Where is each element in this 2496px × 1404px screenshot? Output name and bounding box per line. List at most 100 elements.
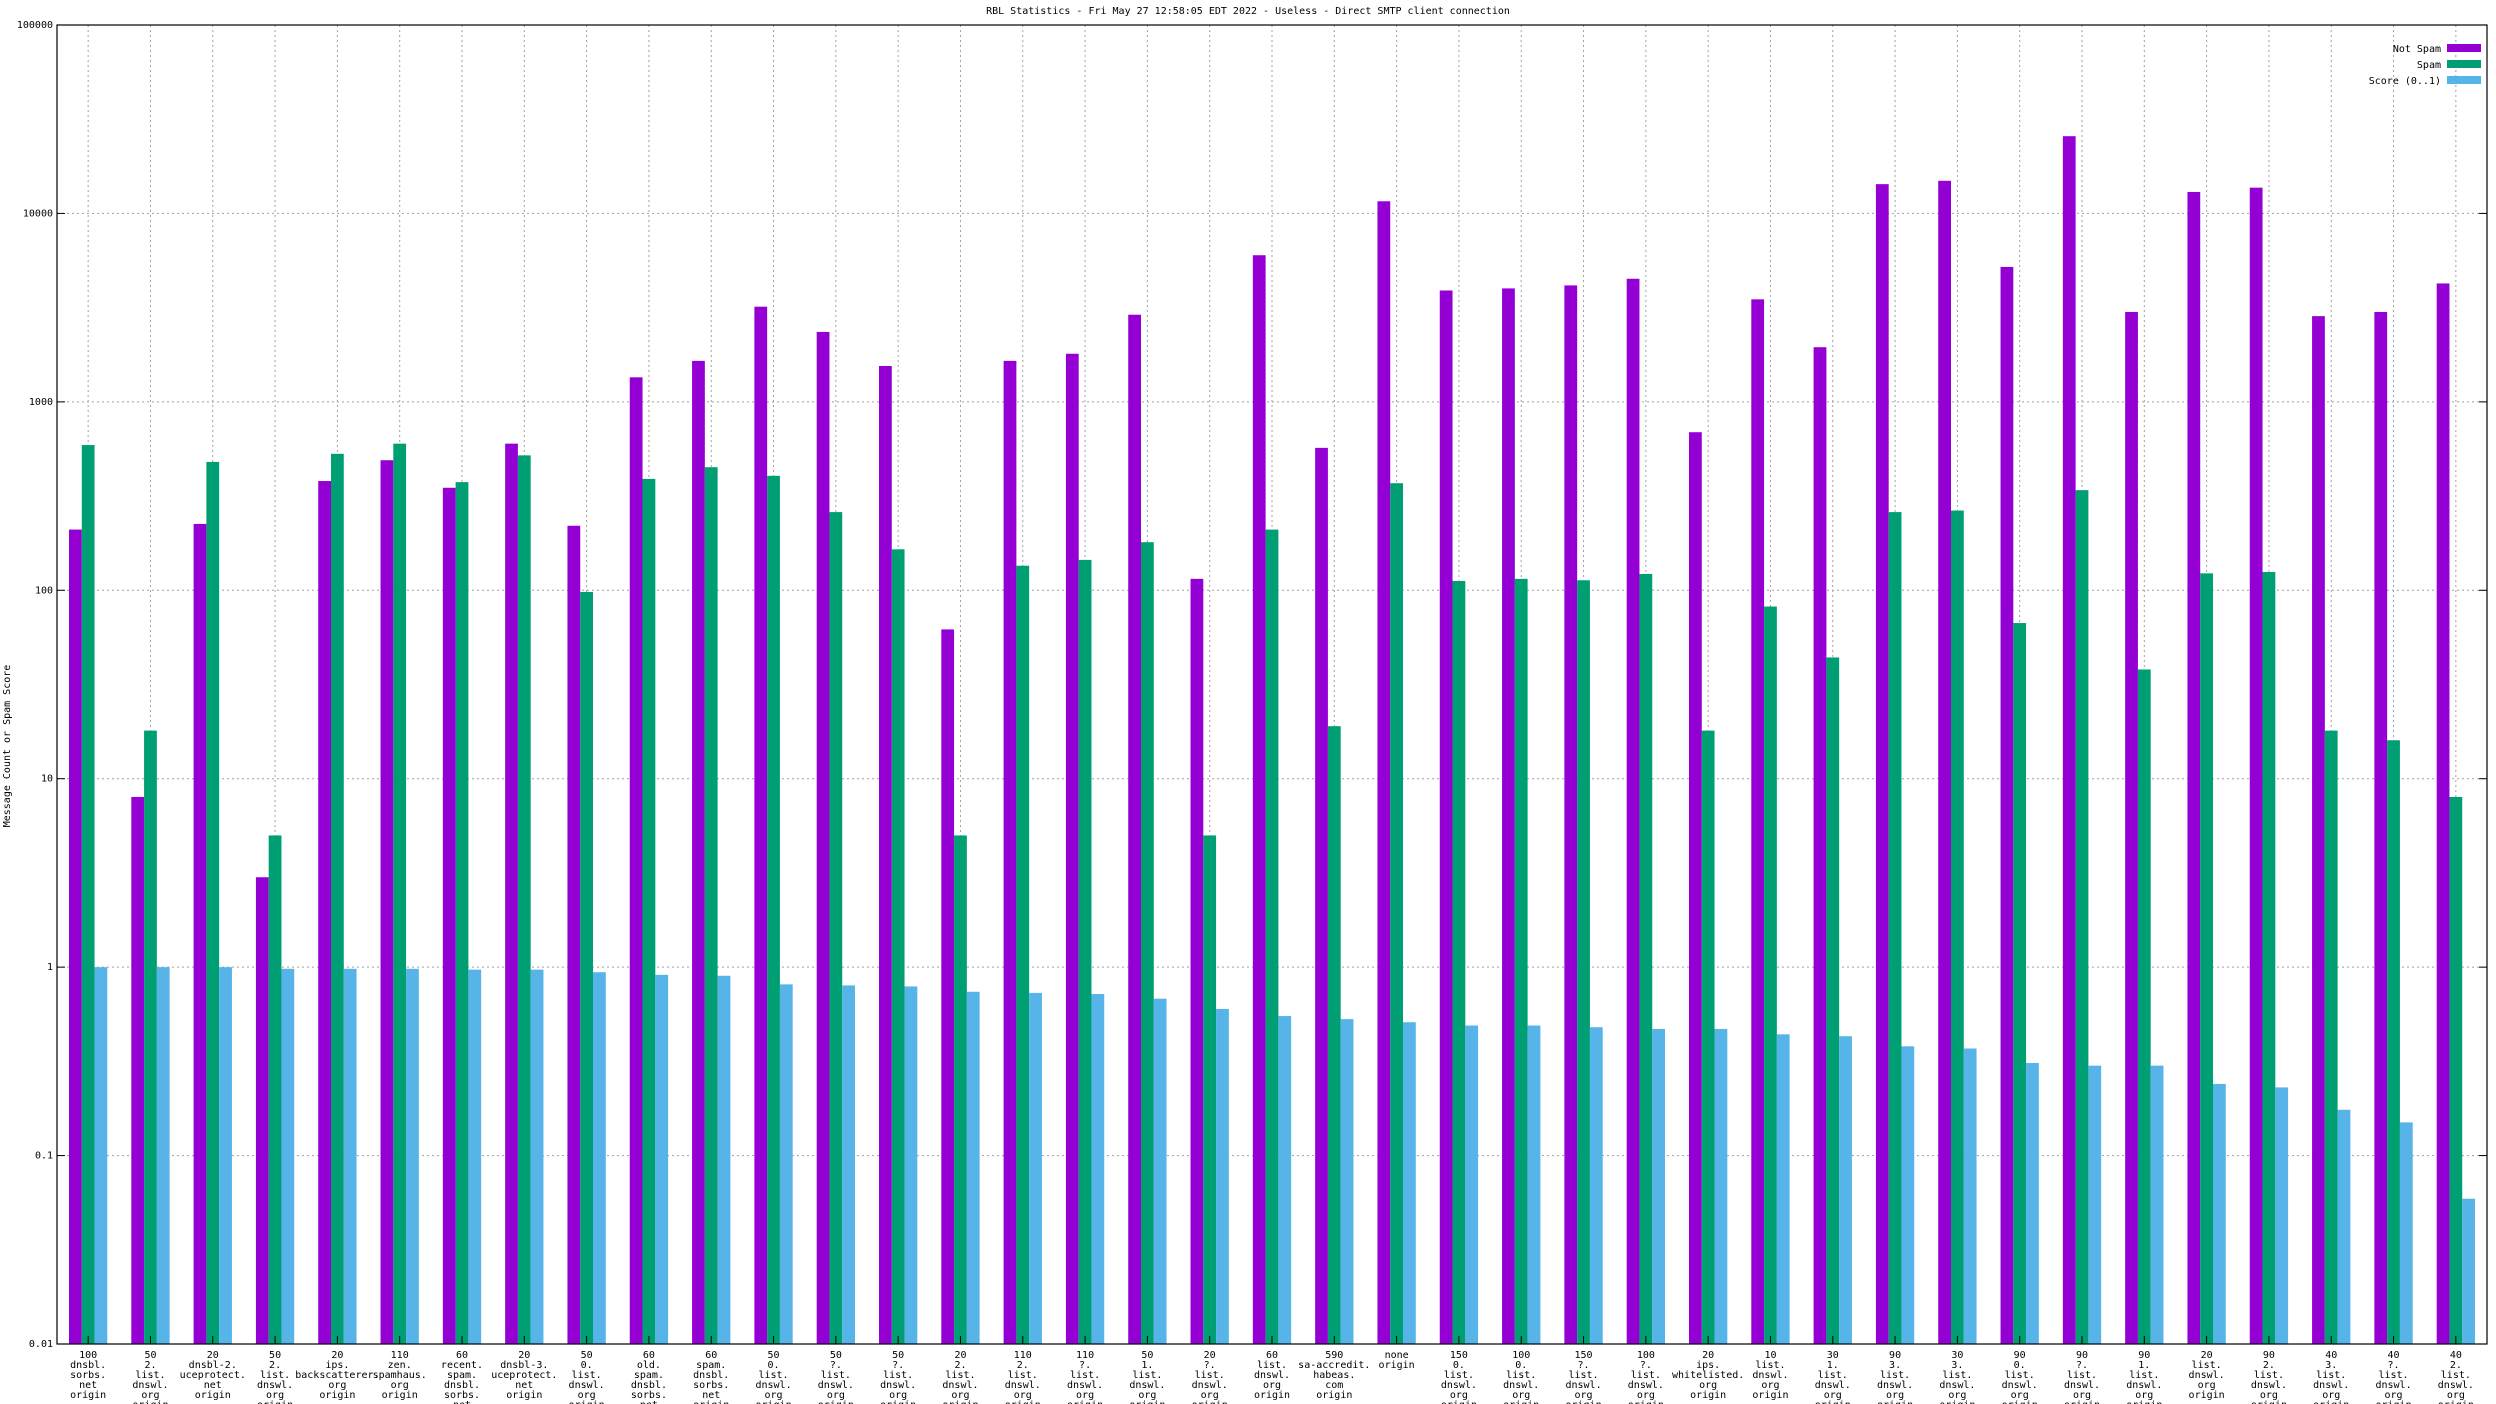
bar (1340, 1019, 1354, 1344)
bar (1751, 299, 1765, 1345)
bar (281, 968, 295, 1344)
bar (2387, 740, 2400, 1344)
bar (754, 306, 768, 1344)
bar (131, 796, 145, 1344)
x-tick-label: 100 dnsbl. sorbs. net origin (70, 1350, 106, 1401)
x-axis-ticks: 100 dnsbl. sorbs. net origin 50 2. list. dnswl. o… (70, 1336, 2474, 1404)
bar (1564, 285, 1578, 1345)
bar (1278, 1016, 1292, 1344)
bar (1390, 483, 1404, 1344)
bar (816, 331, 830, 1344)
bar (2312, 316, 2325, 1344)
bar (1639, 574, 1653, 1344)
bar (1091, 994, 1105, 1344)
bar (2125, 311, 2138, 1344)
bar (380, 460, 394, 1345)
y-tick-label: 10 (41, 774, 53, 785)
bar (1327, 726, 1341, 1344)
bar (1714, 1028, 1728, 1344)
bar (1128, 314, 1141, 1344)
bar (2262, 572, 2276, 1344)
legend-swatch (2447, 44, 2481, 52)
bar (954, 835, 967, 1344)
legend-label: Not Spam (2393, 44, 2441, 55)
bar (2213, 1083, 2226, 1344)
x-tick-label: none origin (1379, 1350, 1415, 1371)
bar (842, 985, 856, 1344)
bar (878, 365, 892, 1344)
plot-frame (56, 24, 2488, 1345)
bar (2374, 311, 2388, 1344)
y-axis-label: Message Count or Spam Score (2, 665, 13, 828)
bar (1216, 1008, 1229, 1344)
bar (2399, 1122, 2413, 1344)
bar (517, 455, 531, 1344)
bar (829, 512, 843, 1344)
bar (2436, 283, 2450, 1345)
bar (2026, 1062, 2039, 1344)
bar (2000, 266, 2014, 1344)
bar (330, 453, 344, 1345)
bar (1514, 578, 1528, 1344)
bar (1403, 1022, 1416, 1344)
bar (1029, 992, 1042, 1344)
bar (1652, 1028, 1666, 1344)
bars (68, 136, 2476, 1345)
bar (593, 972, 606, 1344)
bar (1901, 1046, 1915, 1344)
bar (2462, 1198, 2476, 1344)
x-tick-label: 60 list. dnswl. org origin (1254, 1350, 1290, 1401)
bar (767, 475, 780, 1344)
bar (1065, 353, 1079, 1345)
bar (2200, 573, 2214, 1344)
bar (1003, 360, 1017, 1344)
legend-label: Score (0..1) (2369, 76, 2441, 87)
bar (891, 549, 905, 1344)
bar (406, 968, 419, 1344)
bar (68, 529, 82, 1344)
bar (1875, 184, 1889, 1345)
bar (318, 481, 331, 1344)
x-tick-label: 590 sa-accredit. habeas. com origin (1298, 1350, 1370, 1401)
bar (1888, 512, 1902, 1344)
bar (941, 629, 955, 1344)
chart-title: RBL Statistics - Fri May 27 12:58:05 EDT… (986, 6, 1510, 17)
bar (2013, 623, 2027, 1344)
y-tick-label: 100000 (17, 20, 53, 31)
bar (1839, 1036, 1852, 1344)
bar (1140, 542, 1154, 1344)
bar (1252, 255, 1266, 1345)
bar (1764, 606, 1777, 1344)
bar (1016, 565, 1030, 1344)
bar (268, 835, 282, 1344)
bar (1078, 559, 1092, 1344)
bar (2449, 796, 2463, 1344)
bar (1589, 1027, 1603, 1344)
bar (1577, 580, 1590, 1344)
bar (455, 482, 469, 1344)
legend: Not Spam Spam Score (0..1) (2369, 44, 2481, 87)
bar (2324, 730, 2338, 1344)
bar (966, 991, 980, 1344)
bar (1465, 1025, 1479, 1344)
bar (1439, 290, 1453, 1345)
bar (2249, 187, 2263, 1344)
y-tick-label: 10000 (23, 208, 53, 219)
bar (1701, 730, 1715, 1344)
bar (704, 467, 718, 1345)
